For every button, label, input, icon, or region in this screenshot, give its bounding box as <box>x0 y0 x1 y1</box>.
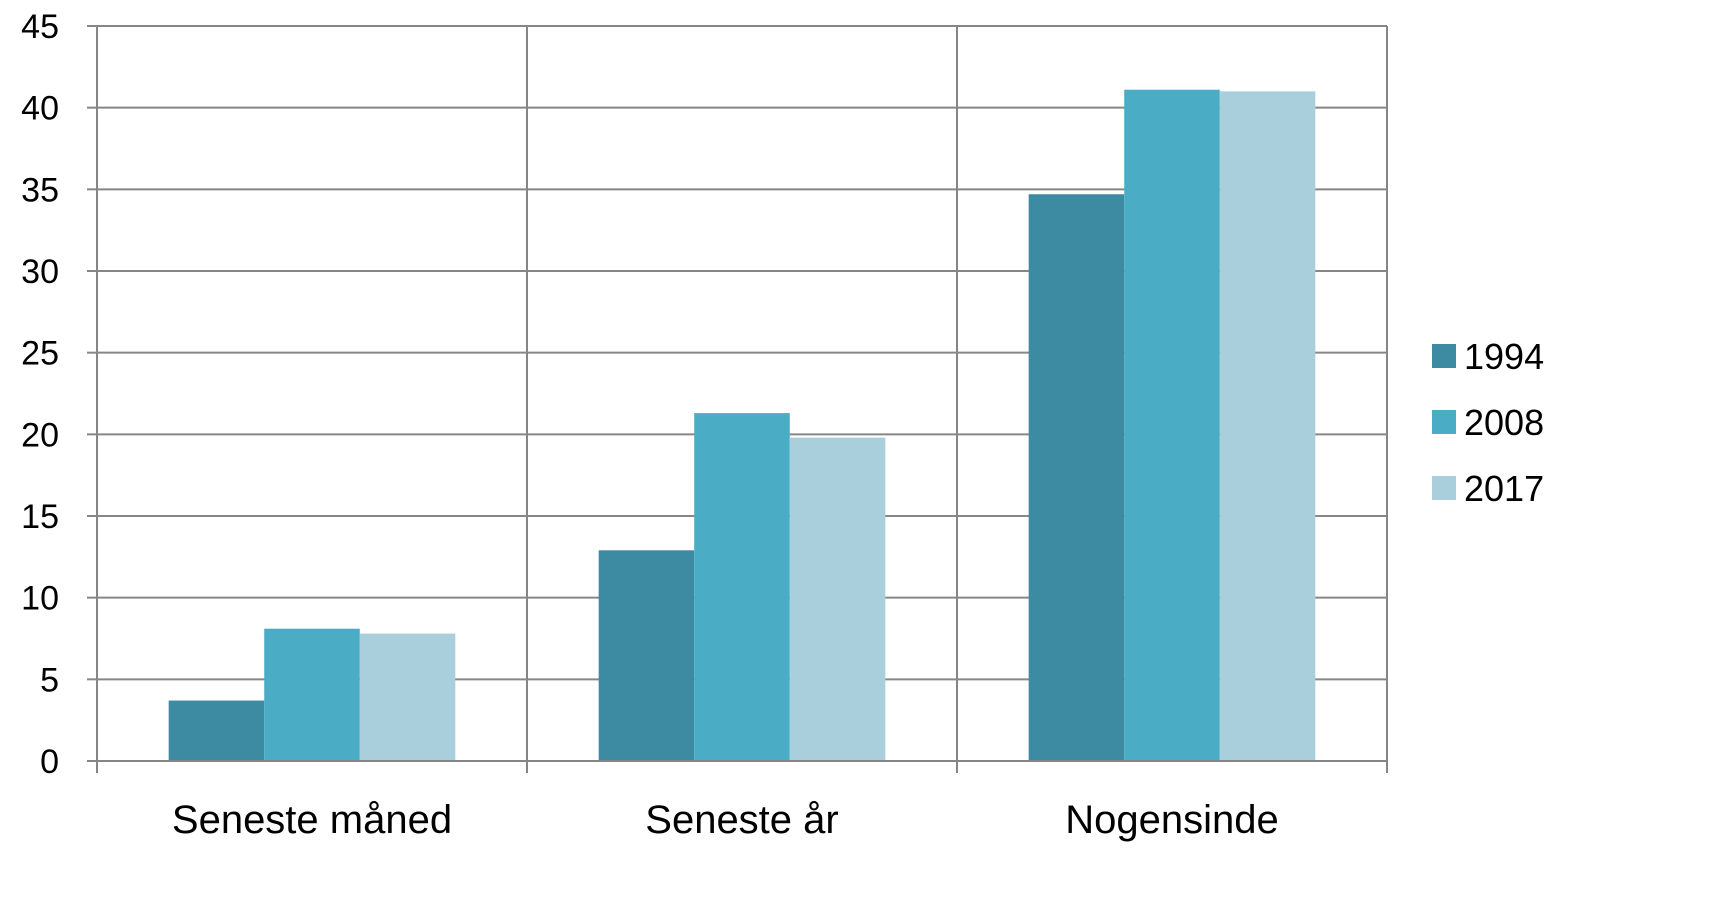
bar-2017-3 <box>1219 91 1316 762</box>
bar-2008-3 <box>1124 89 1220 761</box>
bars <box>168 89 1316 762</box>
y-tick-label: 45 <box>21 8 59 46</box>
y-tick-label: 40 <box>21 90 59 128</box>
y-tick-label: 0 <box>40 743 59 781</box>
legend-swatch-1994 <box>1432 344 1456 368</box>
bar-1994-1 <box>168 700 265 761</box>
legend-label: 2008 <box>1464 402 1544 443</box>
gridlines <box>96 25 1388 761</box>
bar-1994-3 <box>1028 194 1125 761</box>
x-category-label: Seneste måned <box>172 798 452 842</box>
bar-2008-1 <box>264 628 360 761</box>
x-axis-categories: Seneste måned Seneste år Nogensinde <box>172 798 1279 842</box>
y-tick-label: 35 <box>21 171 59 209</box>
axes <box>87 25 1388 773</box>
x-category-label: Seneste år <box>645 798 838 842</box>
y-tick-label: 20 <box>21 416 59 454</box>
x-category-label: Nogensinde <box>1065 798 1279 842</box>
y-tick-label: 25 <box>21 335 59 373</box>
bar-2017-1 <box>359 633 456 761</box>
legend-swatch-2008 <box>1432 410 1456 434</box>
legend: 1994 2008 2017 <box>1432 336 1544 509</box>
y-tick-label: 10 <box>21 580 59 618</box>
legend-swatch-2017 <box>1432 476 1456 500</box>
y-tick-label: 30 <box>21 253 59 291</box>
y-axis-ticks: 0 5 10 15 20 25 30 35 40 45 <box>21 8 59 781</box>
bar-2008-2 <box>694 413 790 761</box>
y-tick-label: 15 <box>21 498 59 536</box>
y-tick-label: 5 <box>40 661 59 699</box>
bar-1994-2 <box>598 550 695 761</box>
legend-label: 2017 <box>1464 468 1544 509</box>
legend-label: 1994 <box>1464 336 1544 377</box>
bar-2017-2 <box>789 437 886 761</box>
